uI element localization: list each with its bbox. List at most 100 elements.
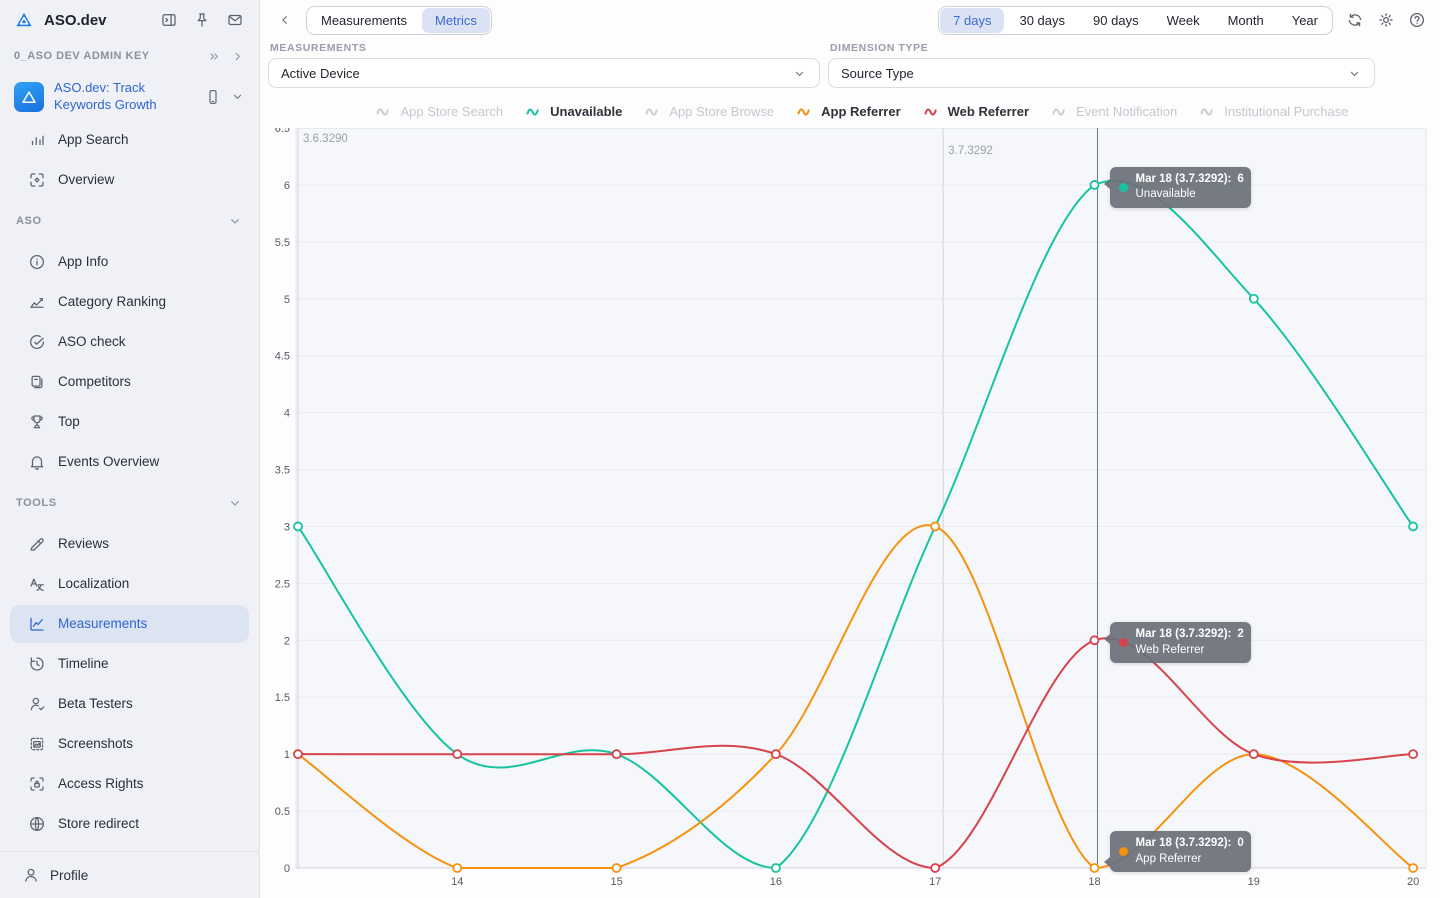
- collapse-panel-button[interactable]: [159, 10, 179, 30]
- sidebar-item-competitors[interactable]: Competitors: [0, 362, 259, 402]
- legend-item-app-store-search[interactable]: App Store Search: [376, 104, 503, 119]
- sidebar-item-timeline[interactable]: Timeline: [0, 644, 259, 684]
- sidebar-item-localization[interactable]: Localization: [0, 564, 259, 604]
- ranking-icon: [28, 293, 46, 311]
- x-tick-label: 14: [451, 876, 463, 888]
- tooltip-series-name: App Referrer: [1135, 852, 1202, 865]
- current-app-row[interactable]: ASO.dev: Track Keywords Growth: [0, 72, 259, 120]
- data-point-web-referrer[interactable]: [1408, 749, 1418, 760]
- sidebar-item-label: Top: [58, 414, 80, 430]
- y-tick-label: 5: [284, 294, 290, 306]
- sidebar-item-app-search[interactable]: App Search: [0, 120, 259, 160]
- overview-icon: [28, 171, 46, 189]
- double-chevron-right-icon[interactable]: [207, 49, 222, 64]
- y-tick-label: 6.5: [275, 128, 290, 135]
- dimension-type-select[interactable]: Source Type: [828, 58, 1375, 88]
- legend-item-unavailable[interactable]: Unavailable: [526, 104, 622, 119]
- range-month[interactable]: Month: [1215, 8, 1277, 33]
- data-point-app-referrer[interactable]: [1408, 863, 1418, 873]
- tab-measurements[interactable]: Measurements: [308, 8, 420, 33]
- y-tick-label: 6: [284, 180, 290, 192]
- legend-label: Event Notification: [1076, 103, 1178, 119]
- sidebar-nav: App Search Overview ASO App Info Category Ra…: [0, 120, 259, 844]
- sidebar-item-reviews[interactable]: Reviews: [0, 524, 259, 564]
- sidebar-section-label: ASO: [16, 214, 42, 227]
- chevron-down-icon[interactable]: [230, 89, 245, 104]
- sidebar-item-events-overview[interactable]: Events Overview: [0, 442, 259, 482]
- legend-item-app-store-browse[interactable]: App Store Browse: [645, 104, 774, 119]
- measurements-select[interactable]: Active Device: [268, 58, 820, 88]
- series-line-app-referrer: [297, 524, 1415, 870]
- lock-frame-icon: [28, 775, 46, 793]
- data-point-unavailable[interactable]: [1248, 293, 1259, 304]
- data-point-web-referrer[interactable]: [771, 749, 781, 760]
- data-point-web-referrer[interactable]: [1089, 635, 1100, 646]
- data-point-web-referrer[interactable]: [1248, 749, 1259, 760]
- y-tick-label: 2.5: [275, 578, 290, 590]
- sidebar-item-profile[interactable]: Profile: [0, 851, 259, 898]
- app-name[interactable]: ASO.dev: Track Keywords Growth: [54, 80, 157, 112]
- data-point-unavailable[interactable]: [771, 863, 781, 873]
- line-chart[interactable]: 0 0.5 1 1.5 2 2.5 3 3.5 4 4.5 5 5.5 6 6.5 14 15 16 17 18 19…: [260, 123, 1440, 898]
- legend-item-web-referrer[interactable]: Web Referrer: [924, 104, 1029, 119]
- data-point-web-referrer[interactable]: [930, 863, 941, 873]
- tooltip-arrow: [1103, 634, 1110, 645]
- sidebar-item-label: Events Overview: [58, 454, 160, 470]
- sidebar-item-aso-check[interactable]: ASO check: [0, 322, 259, 362]
- pin-button[interactable]: [192, 10, 212, 30]
- sidebar-item-beta-testers[interactable]: Beta Testers: [0, 684, 259, 724]
- chevron-right-icon[interactable]: [230, 49, 245, 64]
- range-90-days[interactable]: 90 days: [1080, 8, 1152, 33]
- filters-row: MEASUREMENTS Active Device DIMENSION TYP…: [260, 40, 1440, 98]
- data-point-app-referrer[interactable]: [930, 521, 941, 532]
- range-year[interactable]: Year: [1279, 8, 1331, 33]
- back-button[interactable]: [273, 8, 297, 32]
- chevron-down-icon: [792, 66, 807, 81]
- aso-dev-logo-icon: [14, 10, 34, 30]
- data-point-unavailable[interactable]: [1408, 521, 1418, 532]
- gear-icon: [1377, 11, 1395, 29]
- sidebar-section-tools[interactable]: TOOLS: [0, 482, 259, 524]
- tooltip-series-dot: [1118, 847, 1128, 857]
- tab-metrics[interactable]: Metrics: [421, 7, 490, 33]
- sidebar-item-label: Category Ranking: [58, 294, 167, 310]
- legend-item-event-notification[interactable]: Event Notification: [1052, 104, 1177, 119]
- sidebar-item-app-info[interactable]: App Info: [0, 242, 259, 282]
- sidebar-item-category-ranking[interactable]: Category Ranking: [0, 282, 259, 322]
- refresh-button[interactable]: [1345, 10, 1365, 30]
- measure-icon: [28, 615, 46, 633]
- range-30-days[interactable]: 30 days: [1006, 8, 1078, 33]
- series-line-web-referrer: [297, 637, 1415, 869]
- bell-icon: [28, 453, 46, 471]
- data-point-app-referrer[interactable]: [452, 863, 463, 873]
- series-line-unavailable: [297, 179, 1415, 869]
- x-tick-label: 15: [610, 876, 622, 888]
- data-point-app-referrer[interactable]: [1089, 863, 1100, 873]
- legend-item-app-referrer[interactable]: App Referrer: [797, 104, 901, 119]
- sidebar-item-label: Beta Testers: [58, 696, 133, 712]
- sidebar-item-access-rights[interactable]: Access Rights: [0, 764, 259, 804]
- data-point-unavailable[interactable]: [293, 521, 303, 532]
- tooltip-value: 2: [1237, 628, 1244, 641]
- data-point-app-referrer[interactable]: [611, 863, 622, 873]
- y-tick-label: 5.5: [275, 237, 290, 249]
- data-point-unavailable[interactable]: [1089, 180, 1100, 190]
- sidebar-item-top[interactable]: Top: [0, 402, 259, 442]
- data-point-web-referrer[interactable]: [611, 749, 622, 760]
- legend-item-institutional-purchase[interactable]: Institutional Purchase: [1200, 104, 1349, 119]
- sidebar-item-measurements[interactable]: Measurements: [10, 604, 249, 643]
- help-button[interactable]: [1407, 10, 1427, 30]
- sidebar-item-screenshots[interactable]: Screenshots: [0, 724, 259, 764]
- tooltip-date: Mar 18 (3.7.3292):: [1135, 837, 1232, 849]
- sidebar-item-overview[interactable]: Overview: [0, 160, 259, 200]
- range-week[interactable]: Week: [1154, 8, 1213, 33]
- sidebar-section-aso[interactable]: ASO: [0, 200, 259, 242]
- competitors-icon: [28, 373, 46, 391]
- sidebar-item-store-redirect[interactable]: Store redirect: [0, 804, 259, 844]
- data-point-web-referrer[interactable]: [293, 749, 303, 760]
- mail-button[interactable]: [225, 10, 245, 30]
- settings-button[interactable]: [1376, 10, 1396, 30]
- data-point-web-referrer[interactable]: [452, 749, 463, 760]
- admin-key-row[interactable]: 0_ASO DEV ADMIN KEY: [0, 40, 259, 72]
- range-7-days[interactable]: 7 days: [940, 7, 1005, 33]
